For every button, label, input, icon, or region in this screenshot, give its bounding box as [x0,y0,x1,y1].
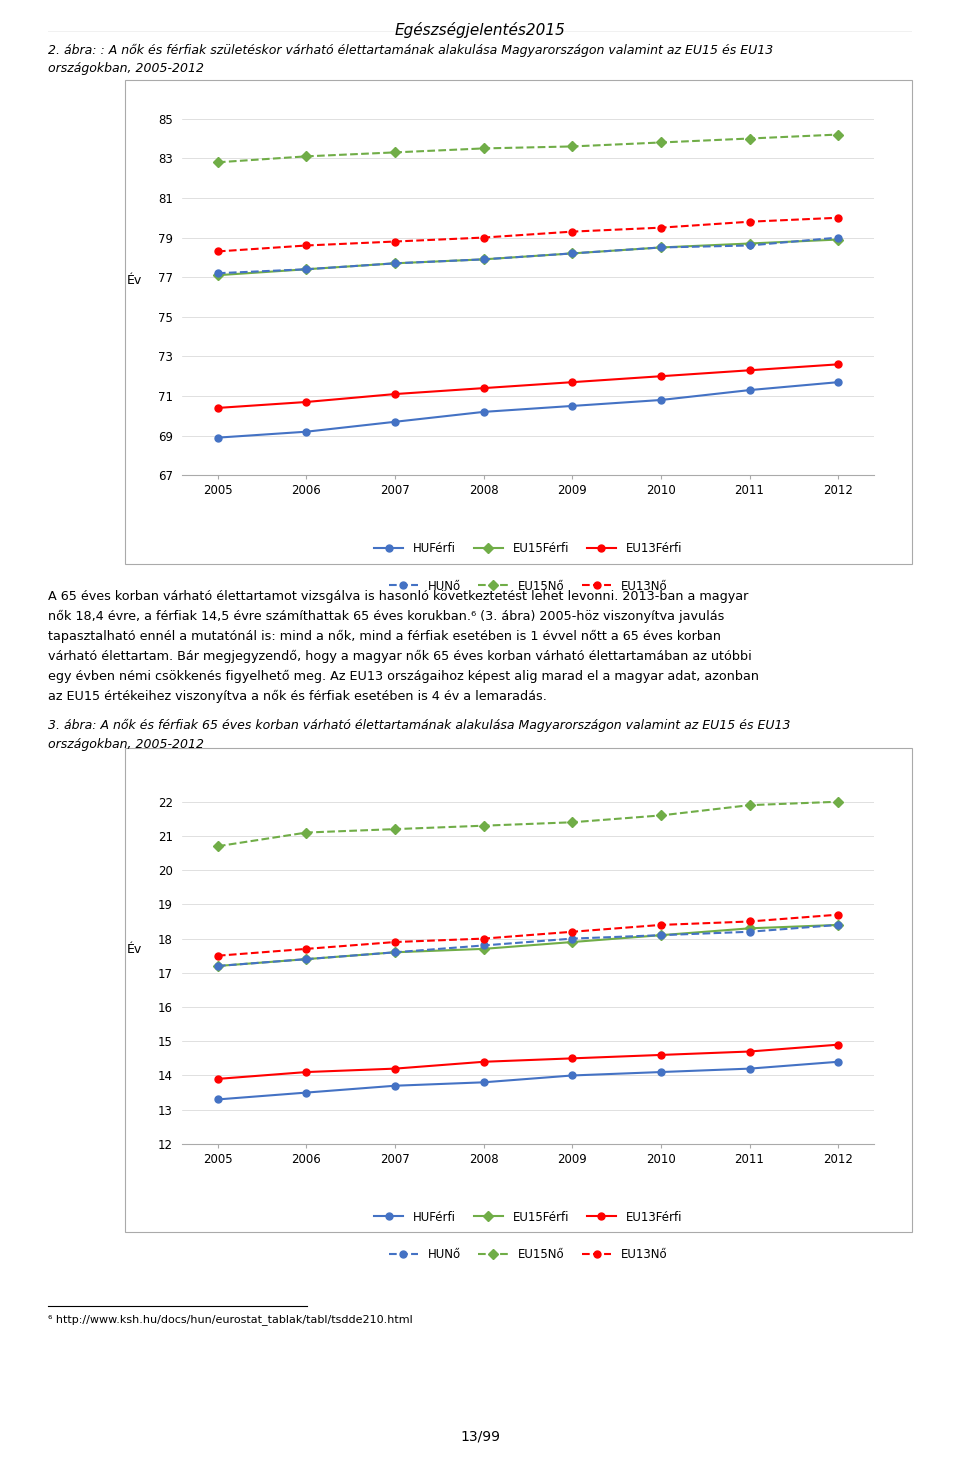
Y-axis label: Év: Év [127,275,142,286]
Text: nők 18,4 évre, a férfiak 14,5 évre számíthattak 65 éves korukban.⁶ (3. ábra) 200: nők 18,4 évre, a férfiak 14,5 évre számí… [48,611,725,623]
Text: tapasztalható ennél a mutatónál is: mind a nők, mind a férfiak esetében is 1 évv: tapasztalható ennél a mutatónál is: mind… [48,630,721,644]
Text: 2. ábra: : A nők és férfiak születéskor várható élettartamának alakulása Magyaro: 2. ábra: : A nők és férfiak születéskor … [48,44,773,58]
Text: 3. ábra: A nők és férfiak 65 éves korban várható élettartamának alakulása Magyar: 3. ábra: A nők és férfiak 65 éves korban… [48,719,790,732]
Text: 13/99: 13/99 [460,1430,500,1444]
Legend: HUNő, EU15Nő, EU13Nő: HUNő, EU15Nő, EU13Nő [384,1243,672,1266]
Text: Egészségjelentés2015: Egészségjelentés2015 [395,22,565,38]
Text: országokban, 2005-2012: országokban, 2005-2012 [48,738,204,751]
Text: A 65 éves korban várható élettartamot vizsgálva is hasonló következtetést lehet : A 65 éves korban várható élettartamot vi… [48,590,749,604]
Text: az EU15 értékeihez viszonyítva a nők és férfiak esetében is 4 év a lemaradás.: az EU15 értékeihez viszonyítva a nők és … [48,691,547,703]
Text: országokban, 2005-2012: országokban, 2005-2012 [48,62,204,75]
Legend: HUNő, EU15Nő, EU13Nő: HUNő, EU15Nő, EU13Nő [384,574,672,598]
Text: ⁶ http://www.ksh.hu/docs/hun/eurostat_tablak/tabl/tsdde210.html: ⁶ http://www.ksh.hu/docs/hun/eurostat_ta… [48,1314,413,1324]
Y-axis label: Év: Év [127,943,142,956]
Text: várható élettartam. Bár megjegyzendő, hogy a magyar nők 65 éves korban várható é: várható élettartam. Bár megjegyzendő, ho… [48,649,752,663]
Text: egy évben némi csökkenés figyelhető meg. Az EU13 országaihoz képest alig marad e: egy évben némi csökkenés figyelhető meg.… [48,670,759,683]
